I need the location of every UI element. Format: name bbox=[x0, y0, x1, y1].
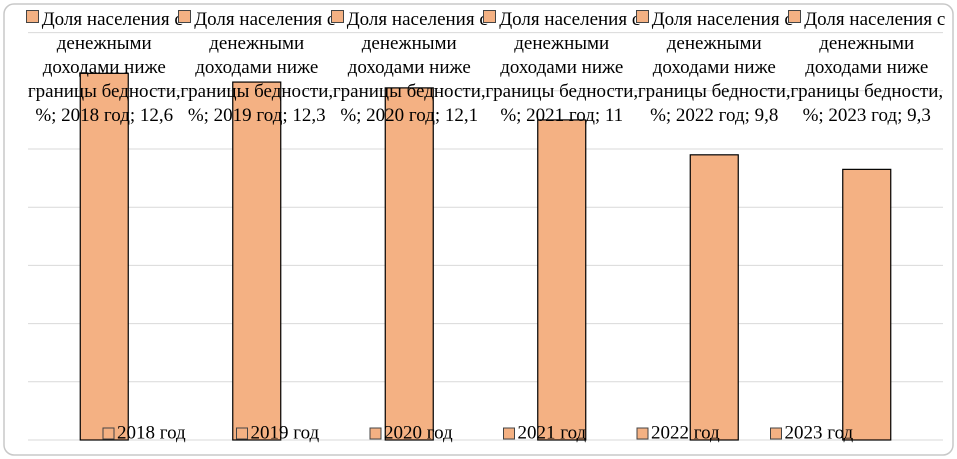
legend-key bbox=[369, 427, 382, 440]
data-label-text: Доля населения с денежными доходами ниже… bbox=[180, 9, 336, 126]
data-label: Доля населения с денежными доходами ниже… bbox=[482, 8, 642, 128]
data-label-key bbox=[178, 10, 192, 23]
legend-key bbox=[503, 427, 515, 440]
legend-label: 2020 год bbox=[384, 422, 453, 443]
data-label-box: Доля населения с денежными доходами ниже… bbox=[634, 8, 794, 128]
bar bbox=[384, 87, 434, 441]
legend-key bbox=[770, 427, 782, 440]
legend-label: 2019 год bbox=[251, 422, 320, 443]
data-label-key bbox=[635, 10, 649, 23]
data-label: Доля населения с денежными доходами ниже… bbox=[177, 8, 337, 128]
legend-key bbox=[636, 427, 649, 440]
bar bbox=[842, 168, 892, 441]
bar bbox=[232, 81, 282, 441]
data-label: Доля населения с денежными доходами ниже… bbox=[787, 8, 947, 128]
legend-label: 2018 год bbox=[117, 422, 186, 443]
bar bbox=[79, 72, 129, 441]
bar bbox=[689, 154, 739, 441]
data-label-box: Доля населения с денежными доходами ниже… bbox=[24, 8, 184, 128]
data-label-key bbox=[483, 10, 497, 23]
data-label: Доля населения с денежными доходами ниже… bbox=[329, 8, 489, 128]
legend-key bbox=[102, 427, 115, 440]
legend-label: 2021 год bbox=[518, 422, 587, 443]
data-label-key bbox=[330, 10, 344, 23]
data-label-box: Доля населения с денежными доходами ниже… bbox=[482, 8, 642, 128]
data-label-box: Доля населения с денежными доходами ниже… bbox=[329, 8, 489, 128]
data-label-key bbox=[788, 10, 802, 23]
data-label: Доля населения с денежными доходами ниже… bbox=[634, 8, 794, 128]
data-label-text: Доля населения с денежными доходами ниже… bbox=[332, 9, 488, 126]
data-label-text: Доля населения с денежными доходами ниже… bbox=[27, 9, 183, 126]
data-label-text: Доля населения с денежными доходами ниже… bbox=[790, 9, 946, 126]
data-label-key bbox=[25, 10, 39, 23]
legend-key bbox=[236, 427, 248, 440]
data-label-text: Доля населения с денежными доходами ниже… bbox=[485, 9, 641, 126]
data-label: Доля населения с денежными доходами ниже… bbox=[24, 8, 184, 128]
data-label-text: Доля населения с денежными доходами ниже… bbox=[637, 9, 793, 126]
bar bbox=[537, 119, 587, 441]
data-label-box: Доля населения с денежными доходами ниже… bbox=[177, 8, 337, 128]
data-label-box: Доля населения с денежными доходами ниже… bbox=[787, 8, 947, 128]
legend-label: 2022 год bbox=[651, 422, 720, 443]
legend-label: 2023 год bbox=[785, 422, 854, 443]
